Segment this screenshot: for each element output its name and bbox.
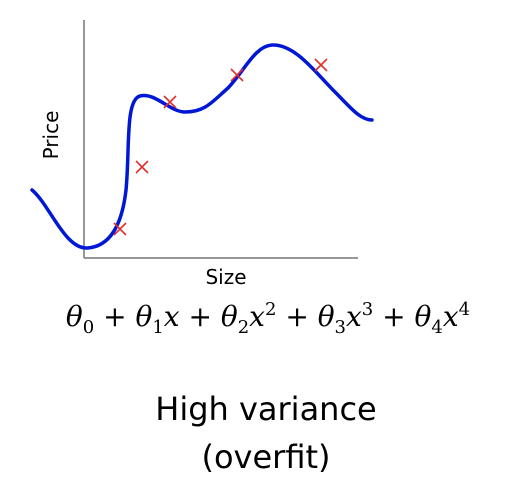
plot: Price Size	[30, 20, 374, 289]
y-axis-label: Price	[39, 111, 63, 160]
fitted-curve	[30, 43, 374, 250]
formula-token: x	[164, 300, 180, 333]
data-point	[314, 58, 328, 72]
formula-token: θ	[135, 300, 152, 333]
formula-token: θ	[415, 300, 432, 333]
x-axis-label: Size	[205, 265, 246, 289]
data-points	[113, 58, 328, 236]
formula-token: +	[276, 300, 317, 333]
formula-token: x	[346, 300, 362, 333]
formula-token: 4	[431, 317, 442, 338]
formula-token: θ	[318, 300, 335, 333]
data-point	[113, 222, 127, 236]
formula-token: 4	[459, 299, 470, 320]
formula-token: x	[249, 300, 265, 333]
formula-token: +	[373, 300, 414, 333]
formula-token: 0	[83, 317, 94, 338]
caption-line: (overfit)	[201, 438, 330, 476]
formula-token: 3	[335, 317, 346, 338]
formula-token: 1	[152, 317, 163, 338]
formula-token: 3	[362, 299, 373, 320]
caption-line: High variance	[155, 390, 376, 428]
formula-token: x	[443, 300, 459, 333]
formula-token: +	[94, 300, 135, 333]
formula-token: +	[180, 300, 221, 333]
formula-token: θ	[221, 300, 238, 333]
formula-token: θ	[66, 300, 83, 333]
hypothesis-formula: θ0 + θ1x + θ2x2 + θ3x3 + θ4x4	[66, 299, 470, 338]
data-point	[135, 160, 149, 174]
data-point	[163, 95, 177, 109]
formula-token: 2	[238, 317, 249, 338]
formula-token: 2	[265, 299, 276, 320]
data-point	[230, 68, 244, 82]
